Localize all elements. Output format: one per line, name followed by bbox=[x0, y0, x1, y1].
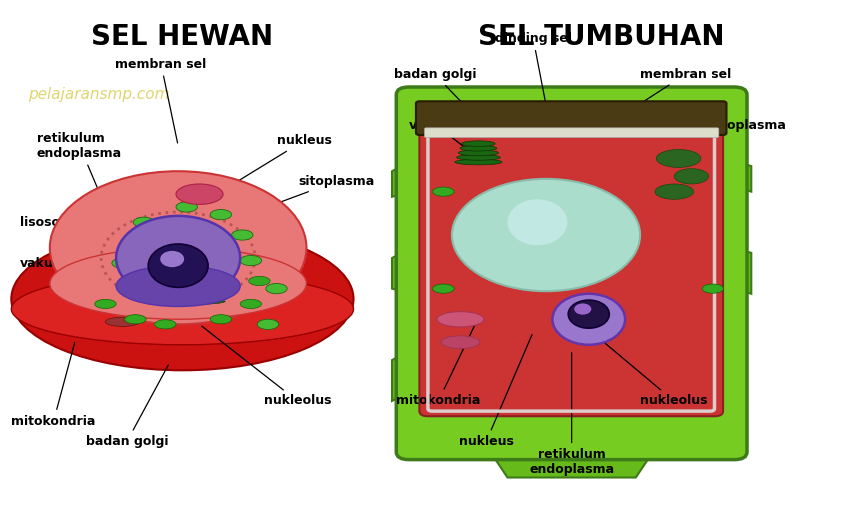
Ellipse shape bbox=[249, 277, 270, 285]
Ellipse shape bbox=[210, 315, 232, 324]
Ellipse shape bbox=[257, 319, 279, 329]
Ellipse shape bbox=[112, 258, 133, 268]
Ellipse shape bbox=[11, 228, 354, 370]
Ellipse shape bbox=[155, 320, 176, 329]
FancyBboxPatch shape bbox=[396, 87, 747, 460]
Ellipse shape bbox=[133, 217, 155, 228]
Text: nukleus: nukleus bbox=[214, 134, 331, 195]
Text: dinding sel: dinding sel bbox=[495, 32, 572, 102]
Text: lisosom: lisosom bbox=[20, 216, 107, 229]
Ellipse shape bbox=[148, 298, 226, 305]
Ellipse shape bbox=[458, 150, 499, 156]
Ellipse shape bbox=[568, 300, 610, 328]
Ellipse shape bbox=[125, 315, 146, 324]
Text: nukleolus: nukleolus bbox=[201, 326, 331, 408]
Ellipse shape bbox=[116, 216, 240, 300]
Ellipse shape bbox=[461, 141, 495, 147]
Text: membran sel: membran sel bbox=[621, 68, 731, 116]
Polygon shape bbox=[491, 452, 653, 477]
Ellipse shape bbox=[176, 202, 197, 212]
Ellipse shape bbox=[240, 255, 262, 266]
Text: mitokondria: mitokondria bbox=[11, 342, 96, 428]
Ellipse shape bbox=[674, 169, 709, 184]
Text: mitokondria: mitokondria bbox=[396, 322, 480, 408]
Ellipse shape bbox=[266, 283, 288, 294]
Ellipse shape bbox=[553, 294, 625, 345]
FancyBboxPatch shape bbox=[419, 128, 723, 416]
Ellipse shape bbox=[455, 159, 502, 165]
Text: membran sel: membran sel bbox=[115, 57, 207, 143]
Ellipse shape bbox=[116, 266, 240, 307]
Ellipse shape bbox=[432, 284, 454, 293]
Ellipse shape bbox=[432, 187, 454, 196]
Text: nukleus: nukleus bbox=[459, 334, 532, 448]
Text: SEL HEWAN: SEL HEWAN bbox=[91, 23, 274, 51]
Text: badan golgi: badan golgi bbox=[85, 365, 168, 448]
Text: retikulum
endoplasma: retikulum endoplasma bbox=[530, 352, 614, 476]
Text: vakuola: vakuola bbox=[409, 119, 467, 149]
Ellipse shape bbox=[507, 199, 567, 245]
Ellipse shape bbox=[456, 155, 500, 160]
Ellipse shape bbox=[232, 230, 253, 240]
Ellipse shape bbox=[460, 146, 497, 151]
Text: pelajaransmp.com: pelajaransmp.com bbox=[28, 87, 170, 102]
Text: SEL TUMBUHAN: SEL TUMBUHAN bbox=[479, 23, 725, 51]
Polygon shape bbox=[392, 248, 412, 294]
Ellipse shape bbox=[50, 171, 307, 325]
Polygon shape bbox=[734, 161, 752, 191]
Ellipse shape bbox=[441, 336, 480, 349]
Text: vakuola: vakuola bbox=[20, 256, 85, 272]
Text: retikulum
endoplasma: retikulum endoplasma bbox=[37, 132, 122, 194]
Ellipse shape bbox=[11, 273, 354, 345]
Polygon shape bbox=[734, 248, 752, 294]
Polygon shape bbox=[392, 161, 412, 197]
Ellipse shape bbox=[105, 317, 139, 327]
Text: sitoplasma: sitoplasma bbox=[249, 175, 375, 214]
Ellipse shape bbox=[155, 288, 219, 295]
Ellipse shape bbox=[655, 184, 694, 199]
Ellipse shape bbox=[452, 179, 640, 291]
Ellipse shape bbox=[240, 299, 262, 309]
Ellipse shape bbox=[50, 248, 307, 319]
Ellipse shape bbox=[702, 284, 723, 293]
Text: badan golgi: badan golgi bbox=[393, 68, 484, 126]
Polygon shape bbox=[392, 350, 412, 401]
Ellipse shape bbox=[656, 150, 701, 167]
Ellipse shape bbox=[210, 209, 232, 220]
FancyBboxPatch shape bbox=[424, 128, 719, 138]
Ellipse shape bbox=[152, 293, 222, 300]
FancyBboxPatch shape bbox=[416, 101, 727, 135]
Ellipse shape bbox=[574, 303, 592, 315]
Text: kloroplasma: kloroplasma bbox=[668, 119, 786, 135]
Ellipse shape bbox=[176, 184, 223, 204]
Ellipse shape bbox=[158, 283, 215, 289]
Ellipse shape bbox=[148, 244, 208, 287]
Ellipse shape bbox=[95, 299, 116, 309]
Ellipse shape bbox=[160, 251, 184, 267]
Ellipse shape bbox=[437, 312, 484, 327]
Text: nukleolus: nukleolus bbox=[591, 331, 708, 408]
